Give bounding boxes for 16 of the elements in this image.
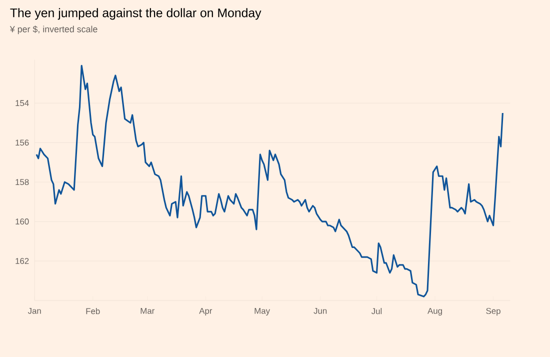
x-tick-label: Jun <box>314 308 327 314</box>
y-tick-label: 162 <box>16 258 29 264</box>
x-tick-label: Mar <box>140 308 154 314</box>
x-tick-label: Apr <box>199 308 212 316</box>
y-tick-label: 154 <box>16 100 29 106</box>
x-tick-label: Feb <box>86 308 100 314</box>
chart-subtitle: ¥ per $, inverted scale <box>10 26 98 34</box>
x-tick-label: Sep <box>486 308 500 316</box>
x-tick-label: May <box>254 308 270 316</box>
x-tick-label: Jan <box>28 308 41 314</box>
y-tick-label: 160 <box>16 218 29 224</box>
chart-title: The yen jumped against the dollar on Monday <box>10 8 262 20</box>
x-tick-label: Jul <box>371 308 382 314</box>
x-tick-label: Aug <box>428 308 442 316</box>
y-tick-label: 156 <box>16 140 29 146</box>
y-tick-label: 158 <box>16 178 29 185</box>
